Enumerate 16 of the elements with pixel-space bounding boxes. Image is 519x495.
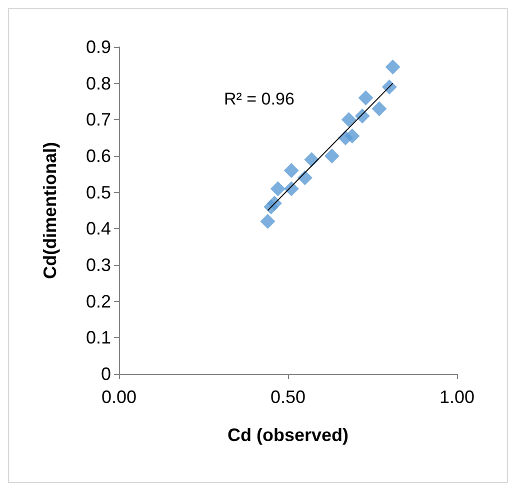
y-axis-title: Cd(dimentional): [40, 142, 60, 279]
x-tick-label: 0.50: [270, 387, 306, 407]
y-tick-label: 0: [100, 364, 111, 384]
y-tick-label: 0.8: [86, 73, 111, 94]
x-tick-label: 1.00: [439, 387, 475, 407]
y-tick-label: 0.4: [86, 218, 111, 239]
y-tick-label: 0.5: [86, 182, 111, 202]
y-tick-label: 0.6: [86, 146, 111, 166]
annotation: R² = 0.96: [224, 90, 294, 108]
y-tick-label: 0.3: [86, 255, 111, 275]
y-tick-label: 0.2: [86, 291, 111, 312]
x-axis-title: Cd (observed): [227, 425, 349, 445]
y-tick-label: 0.7: [86, 110, 111, 130]
x-tick-label: 0.00: [101, 387, 137, 407]
y-tick-label: 0.1: [86, 328, 111, 348]
y-tick-label: 0.9: [86, 37, 111, 57]
